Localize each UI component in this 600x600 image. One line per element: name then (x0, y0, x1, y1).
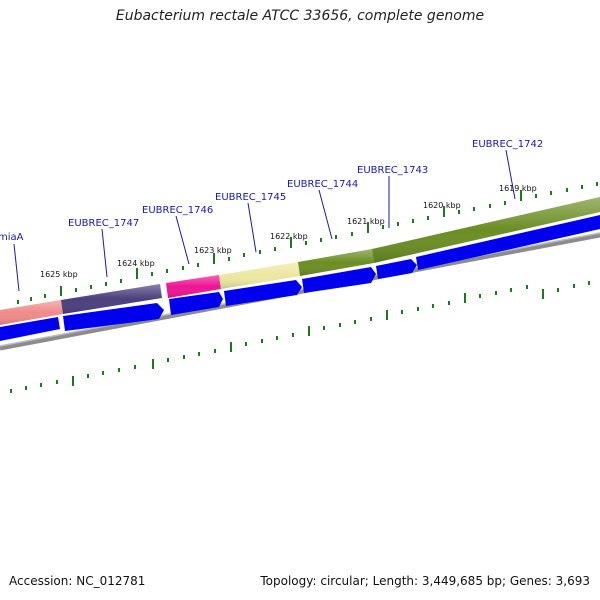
cds-arrow[interactable] (376, 259, 417, 279)
kbp-label: 1622 kbp (270, 232, 308, 241)
kbp-labels: 1625 kbp 1624 kbp 1623 kbp 1622 kbp 1621… (40, 184, 537, 279)
kbp-label: 1625 kbp (40, 270, 78, 279)
outer-tick-ring (17, 182, 598, 304)
kbp-label: 1619 kbp (499, 184, 537, 193)
kbp-label: 1620 kbp (423, 201, 461, 210)
gene-label-eubrec-1744[interactable]: EUBREC_1744 (287, 179, 358, 190)
genome-backbone (0, 232, 600, 351)
genome-summary: Topology: circular; Length: 3,449,685 bp… (260, 574, 590, 588)
cds-arrow[interactable] (224, 280, 302, 306)
gene-track (0, 197, 600, 325)
cds-arrow[interactable] (169, 292, 223, 315)
cds-arrow[interactable] (0, 317, 60, 341)
gene-labels: miaA EUBREC_1747 EUBREC_1746 EUBREC_1745… (0, 139, 543, 292)
gene-label-eubrec-1743[interactable]: EUBREC_1743 (357, 165, 428, 176)
map-title: Eubacterium rectale ATCC 33656, complete… (115, 8, 485, 24)
kbp-label: 1621 kbp (347, 217, 385, 226)
gene-label-eubrec-1746[interactable]: EUBREC_1746 (142, 205, 213, 216)
inner-tick-ring (10, 281, 590, 393)
gene-label-eubrec-1745[interactable]: EUBREC_1745 (215, 192, 286, 203)
kbp-label: 1624 kbp (117, 259, 155, 268)
cds-arrow[interactable] (302, 267, 376, 293)
accession-label: Accession: NC_012781 (9, 574, 146, 588)
cds-arrow-track (0, 215, 600, 341)
gene-label-eubrec-1747[interactable]: EUBREC_1747 (68, 218, 139, 229)
cds-arrow[interactable] (416, 215, 600, 270)
gene-label-miaa[interactable]: miaA (0, 232, 24, 243)
gene-label-eubrec-1742[interactable]: EUBREC_1742 (472, 139, 543, 150)
kbp-label: 1623 kbp (194, 246, 232, 255)
cds-arrow[interactable] (63, 303, 164, 331)
